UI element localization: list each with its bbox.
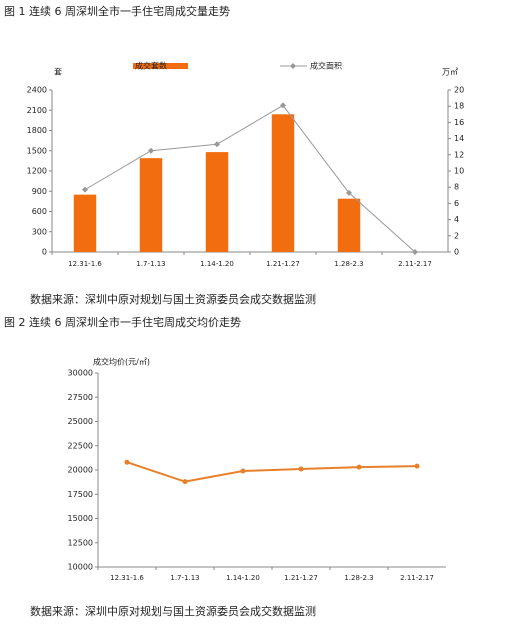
x-tick-label: 1.28-2.3 bbox=[344, 574, 373, 582]
y2-tick-label: 0 bbox=[454, 248, 459, 257]
y2-axis-label: 万㎡ bbox=[442, 68, 458, 77]
marker bbox=[298, 466, 304, 472]
bar bbox=[73, 194, 97, 252]
y-tick-label: 2100 bbox=[27, 106, 47, 115]
legend-label: 成交套数 bbox=[135, 61, 167, 71]
y2-tick-label: 10 bbox=[454, 167, 464, 176]
y2-tick-label: 4 bbox=[454, 215, 459, 224]
x-tick-label: 12.31-1.6 bbox=[110, 574, 144, 582]
x-tick-label: 1.14-1.20 bbox=[226, 574, 260, 582]
y2-tick-label: 2 bbox=[454, 231, 459, 240]
y-tick-label: 12500 bbox=[68, 538, 93, 547]
bar bbox=[139, 158, 163, 252]
y-tick-label: 17500 bbox=[68, 490, 93, 499]
marker bbox=[414, 463, 420, 469]
y2-tick-label: 16 bbox=[454, 118, 464, 127]
y-tick-label: 1200 bbox=[27, 167, 47, 176]
bar bbox=[205, 152, 229, 252]
figure-title: 图 2 连续 6 周深圳全市一手住宅周成交均价走势 bbox=[4, 315, 241, 329]
x-tick-label: 12.31-1.6 bbox=[68, 260, 102, 268]
y2-tick-label: 14 bbox=[454, 134, 464, 143]
y-tick-label: 22500 bbox=[68, 441, 93, 450]
y-tick-label: 0 bbox=[42, 248, 47, 257]
marker bbox=[182, 479, 188, 485]
y-tick-label: 2400 bbox=[27, 86, 47, 95]
y-tick-label: 27500 bbox=[68, 393, 93, 402]
y-tick-label: 600 bbox=[32, 207, 47, 216]
source-note: 数据来源：深圳中原对规划与国土资源委员会成交数据监测 bbox=[30, 292, 316, 306]
y-tick-label: 1500 bbox=[27, 146, 47, 155]
marker bbox=[356, 464, 362, 470]
y2-tick-label: 6 bbox=[454, 199, 459, 208]
x-tick-label: 1.28-2.3 bbox=[334, 260, 363, 268]
marker bbox=[412, 249, 418, 255]
y-tick-label: 20000 bbox=[68, 466, 93, 475]
bar bbox=[337, 198, 361, 252]
marker bbox=[124, 459, 130, 465]
x-tick-label: 2.11-2.17 bbox=[400, 574, 434, 582]
line bbox=[84, 104, 416, 253]
marker bbox=[280, 102, 286, 109]
legend-marker bbox=[290, 63, 296, 69]
y-tick-label: 900 bbox=[32, 187, 47, 196]
figure-title: 图 1 连续 6 周深圳全市一手住宅周成交量走势 bbox=[4, 4, 230, 18]
bar bbox=[271, 114, 295, 252]
marker bbox=[346, 189, 352, 196]
y2-tick-label: 18 bbox=[454, 102, 464, 111]
x-tick-label: 1.7-1.13 bbox=[136, 260, 165, 268]
y-tick-label: 25000 bbox=[68, 417, 93, 426]
y2-tick-label: 20 bbox=[454, 86, 464, 95]
y-tick-label: 1800 bbox=[27, 126, 47, 135]
y-tick-label: 300 bbox=[32, 227, 47, 236]
x-tick-label: 1.14-1.20 bbox=[200, 260, 234, 268]
y-tick-label: 15000 bbox=[68, 514, 93, 523]
y-tick-label: 10000 bbox=[68, 563, 93, 572]
marker bbox=[82, 186, 88, 193]
y2-tick-label: 12 bbox=[454, 150, 464, 159]
marker bbox=[240, 468, 246, 474]
line bbox=[126, 461, 418, 483]
y2-tick-label: 8 bbox=[454, 183, 459, 192]
y-tick-label: 30000 bbox=[68, 369, 93, 378]
x-tick-label: 1.7-1.13 bbox=[170, 574, 199, 582]
x-tick-label: 2.11-2.17 bbox=[398, 260, 432, 268]
y-axis-label: 套 bbox=[54, 67, 62, 77]
legend-swatch bbox=[133, 63, 188, 69]
source-note: 数据来源：深圳中原对规划与国土资源委员会成交数据监测 bbox=[30, 604, 316, 618]
x-tick-label: 1.21-1.27 bbox=[284, 574, 318, 582]
marker bbox=[214, 141, 220, 148]
legend-label: 成交面积 bbox=[310, 61, 342, 71]
y-axis-label: 成交均价(元/㎡) bbox=[93, 357, 150, 367]
x-tick-label: 1.21-1.27 bbox=[266, 260, 300, 268]
marker bbox=[148, 147, 154, 154]
